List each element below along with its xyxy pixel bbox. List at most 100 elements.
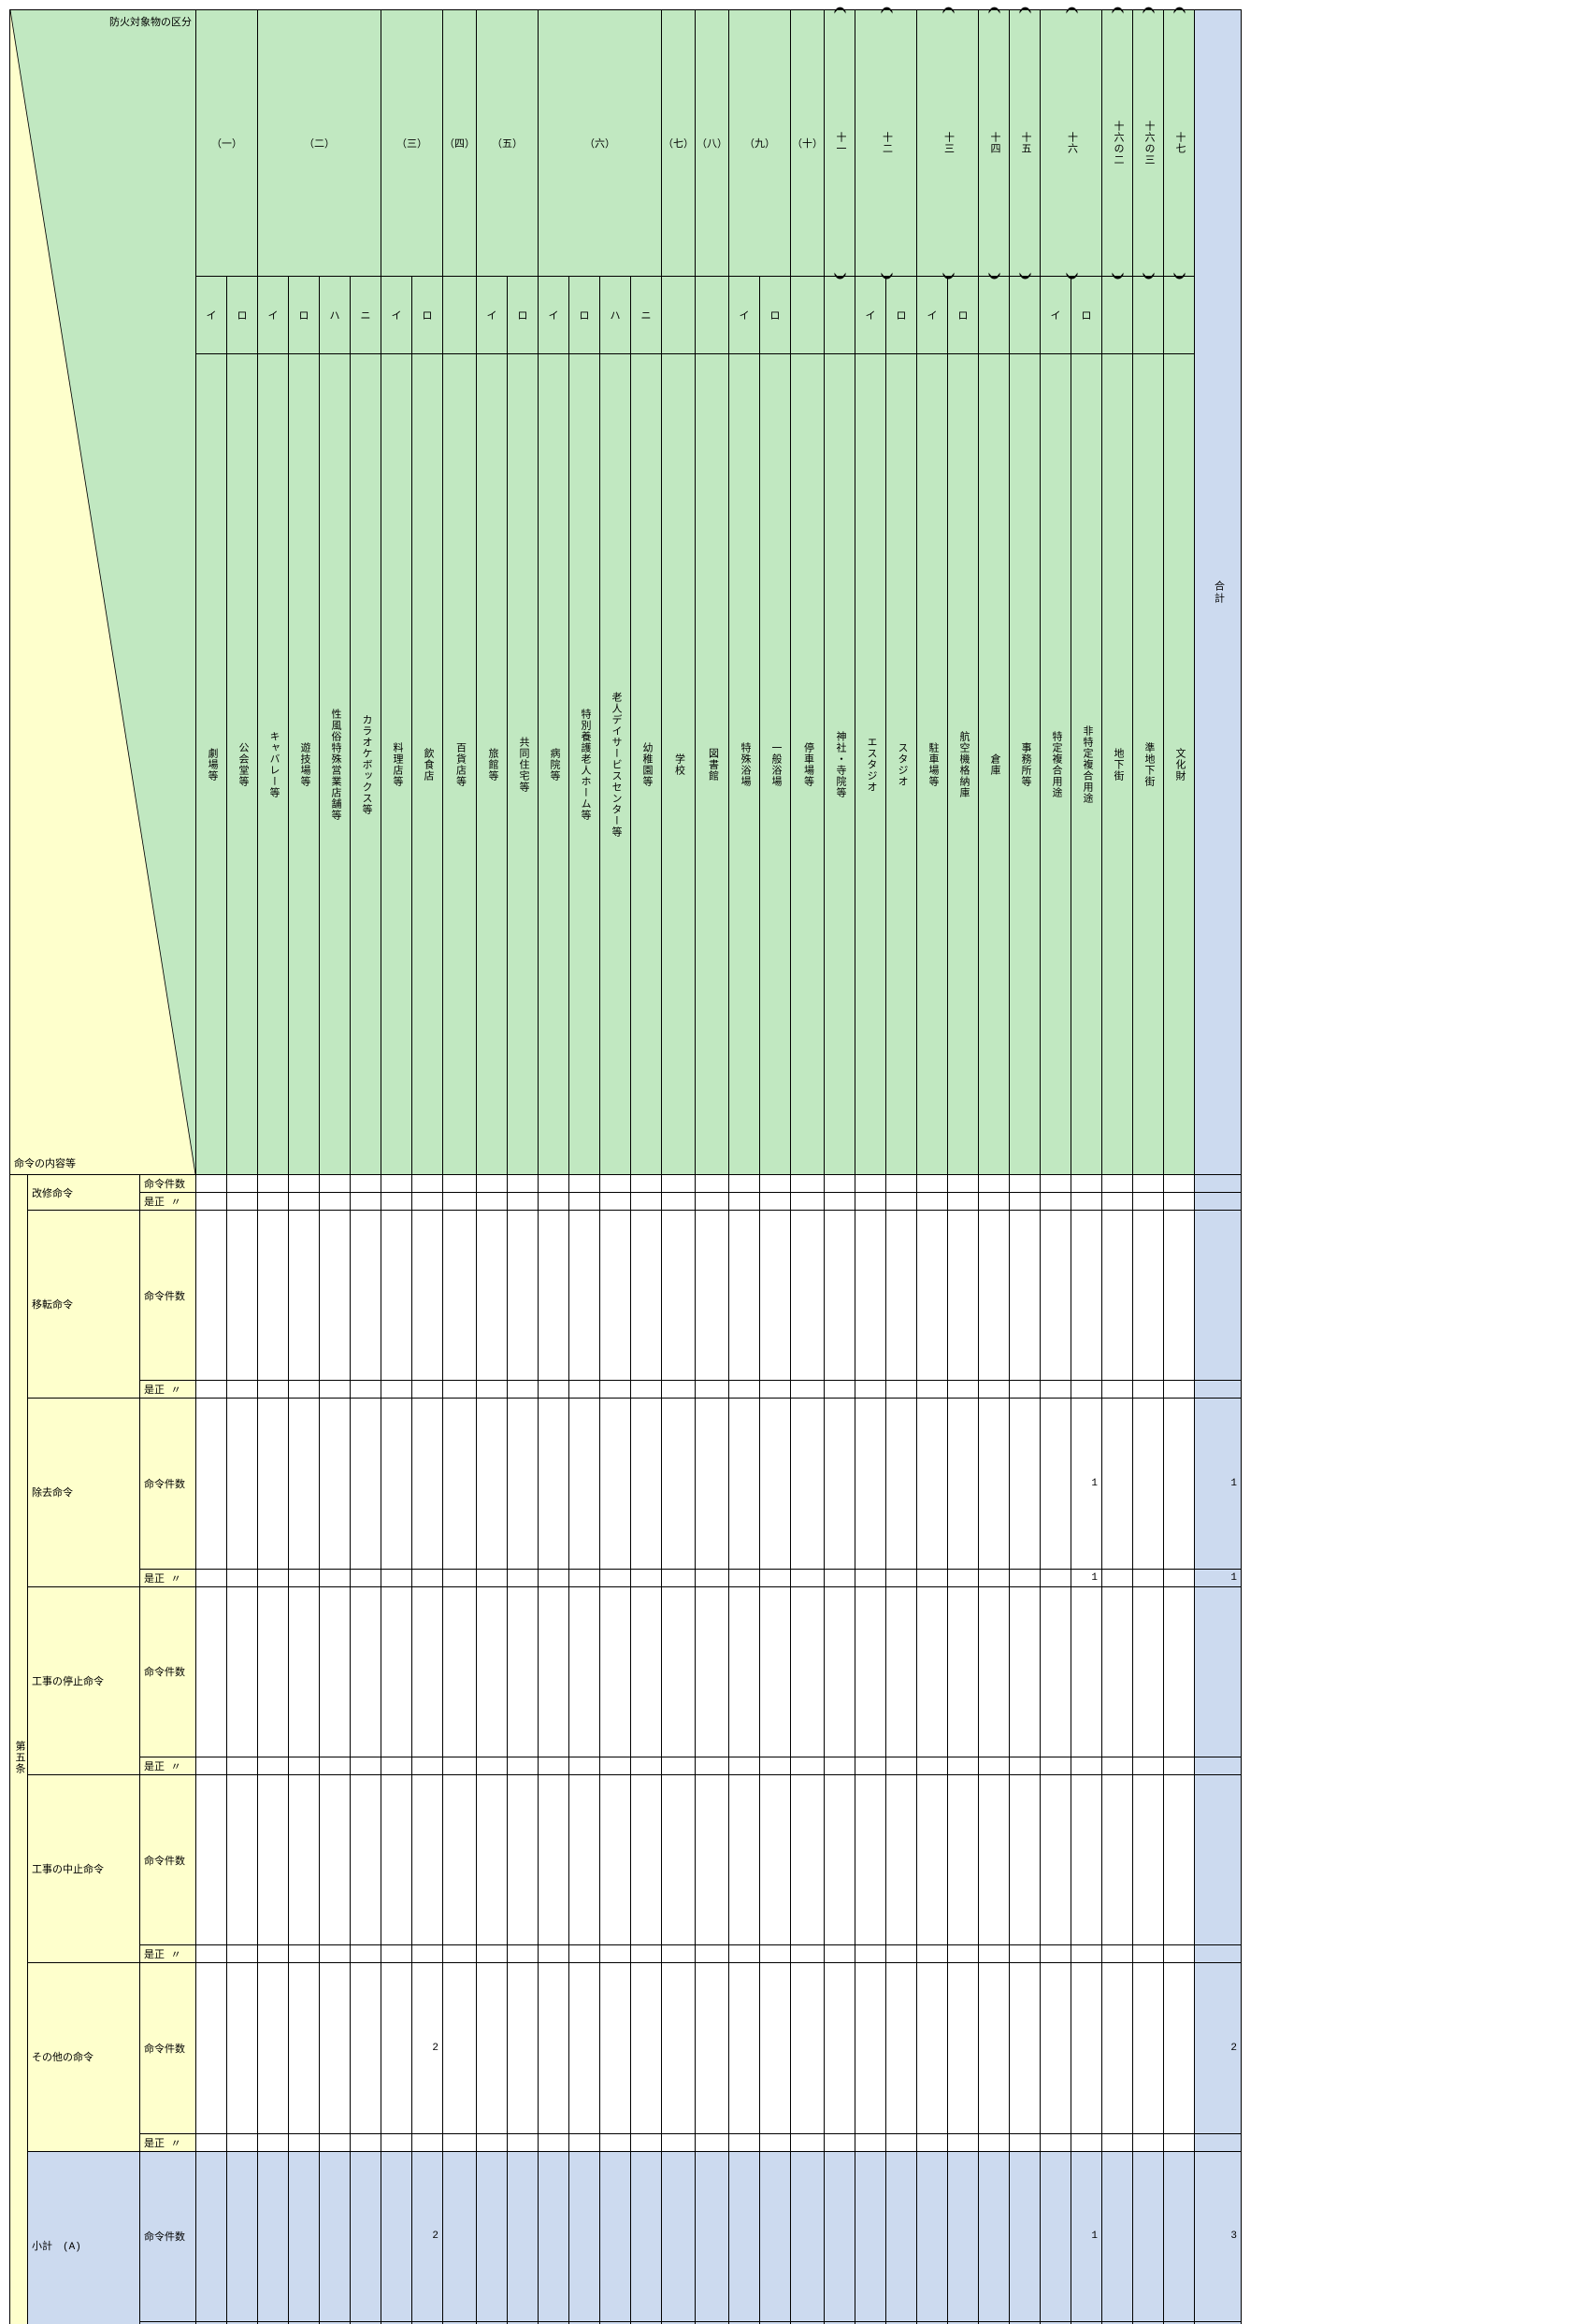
data-cell bbox=[1102, 2151, 1133, 2321]
data-cell bbox=[631, 1569, 662, 1586]
category-label: 非特定複合用途 bbox=[1071, 354, 1102, 1175]
data-cell bbox=[1041, 2133, 1071, 2151]
data-cell bbox=[760, 1586, 791, 1757]
sub-header: イ bbox=[381, 277, 412, 354]
row-total bbox=[1195, 1381, 1242, 1399]
data-cell bbox=[1133, 2133, 1164, 2151]
data-cell bbox=[729, 1381, 760, 1399]
data-cell bbox=[351, 1381, 381, 1399]
data-cell bbox=[1010, 1381, 1041, 1399]
data-cell bbox=[258, 1211, 289, 1381]
data-cell bbox=[412, 1193, 443, 1211]
data-cell bbox=[917, 1963, 948, 2133]
data-cell bbox=[477, 2151, 508, 2321]
data-cell bbox=[886, 1211, 917, 1381]
data-cell bbox=[1041, 1193, 1071, 1211]
row-label: 小計 (A) bbox=[28, 2151, 140, 2324]
data-cell bbox=[855, 1945, 886, 1963]
data-cell bbox=[631, 2151, 662, 2321]
row-total bbox=[1195, 1586, 1242, 1757]
data-cell bbox=[1010, 1569, 1041, 1586]
group-header: 十五 bbox=[1010, 10, 1041, 277]
data-cell bbox=[855, 1586, 886, 1757]
data-cell bbox=[662, 1963, 696, 2133]
data-cell bbox=[1133, 1399, 1164, 1569]
data-cell bbox=[196, 1774, 227, 1944]
data-cell bbox=[477, 1586, 508, 1757]
data-cell bbox=[886, 1774, 917, 1944]
data-cell bbox=[320, 1757, 351, 1774]
data-cell bbox=[412, 1945, 443, 1963]
data-cell bbox=[1071, 1586, 1102, 1757]
data-cell bbox=[351, 1175, 381, 1193]
sub-label: 是正 〃 bbox=[140, 1193, 196, 1211]
data-cell bbox=[979, 1757, 1010, 1774]
data-cell bbox=[289, 1774, 320, 1944]
data-cell bbox=[196, 1569, 227, 1586]
data-cell bbox=[289, 1381, 320, 1399]
data-cell bbox=[729, 2151, 760, 2321]
data-cell bbox=[696, 1175, 729, 1193]
data-cell bbox=[1071, 1175, 1102, 1193]
data-cell bbox=[351, 2133, 381, 2151]
header-top-right-label: 防火対象物の区分 bbox=[109, 14, 192, 29]
data-cell bbox=[791, 1963, 825, 2133]
data-cell bbox=[539, 1586, 569, 1757]
data-cell bbox=[791, 1757, 825, 1774]
data-cell bbox=[320, 1963, 351, 2133]
data-cell bbox=[729, 1963, 760, 2133]
data-cell: 1 bbox=[1071, 2322, 1102, 2324]
data-cell bbox=[508, 1381, 539, 1399]
data-cell bbox=[948, 1569, 979, 1586]
data-cell bbox=[760, 2151, 791, 2321]
data-cell bbox=[320, 1774, 351, 1944]
sub-header: ロ bbox=[412, 277, 443, 354]
data-cell bbox=[381, 1945, 412, 1963]
data-cell bbox=[760, 2133, 791, 2151]
data-cell bbox=[569, 1399, 600, 1569]
data-cell bbox=[791, 2322, 825, 2324]
data-cell bbox=[917, 1757, 948, 1774]
data-cell bbox=[289, 1175, 320, 1193]
data-cell bbox=[1041, 1945, 1071, 1963]
data-cell bbox=[600, 1399, 631, 1569]
data-cell bbox=[1102, 1175, 1133, 1193]
data-cell bbox=[1164, 1569, 1195, 1586]
data-cell bbox=[258, 2151, 289, 2321]
data-cell bbox=[886, 2322, 917, 2324]
data-cell bbox=[351, 1945, 381, 1963]
section-label: 第五条 bbox=[10, 1175, 28, 2324]
data-cell bbox=[569, 1963, 600, 2133]
data-cell bbox=[979, 1175, 1010, 1193]
row-label: その他の命令 bbox=[28, 1963, 140, 2151]
category-label: 学校 bbox=[662, 354, 696, 1175]
data-cell bbox=[1133, 1211, 1164, 1381]
data-cell bbox=[539, 1963, 569, 2133]
data-cell bbox=[196, 1193, 227, 1211]
data-cell bbox=[917, 1193, 948, 1211]
data-cell bbox=[569, 1193, 600, 1211]
data-cell bbox=[351, 1193, 381, 1211]
data-cell bbox=[351, 1963, 381, 2133]
data-cell bbox=[381, 1586, 412, 1757]
group-header: （十） bbox=[791, 10, 825, 277]
category-label: 特別養護老人ホーム等 bbox=[569, 354, 600, 1175]
row-total bbox=[1195, 1757, 1242, 1774]
data-cell bbox=[760, 1963, 791, 2133]
data-cell bbox=[791, 1586, 825, 1757]
data-cell bbox=[227, 1381, 258, 1399]
data-cell bbox=[696, 1569, 729, 1586]
data-cell bbox=[227, 1193, 258, 1211]
data-cell bbox=[729, 1399, 760, 1569]
data-cell bbox=[1041, 1569, 1071, 1586]
category-label: 劇場等 bbox=[196, 354, 227, 1175]
data-cell bbox=[729, 1175, 760, 1193]
data-cell bbox=[1071, 1945, 1102, 1963]
total-header: 合計 bbox=[1195, 10, 1242, 1175]
sub-label: 命令件数 bbox=[140, 1211, 196, 1381]
data-cell bbox=[979, 1586, 1010, 1757]
data-cell bbox=[855, 2322, 886, 2324]
main-table: 防火対象物の区分命令の内容等（一）（二）（三）（四）（五）（六）（七）（八）（九… bbox=[9, 9, 1242, 2324]
group-header: （六） bbox=[539, 10, 662, 277]
data-cell bbox=[258, 2133, 289, 2151]
